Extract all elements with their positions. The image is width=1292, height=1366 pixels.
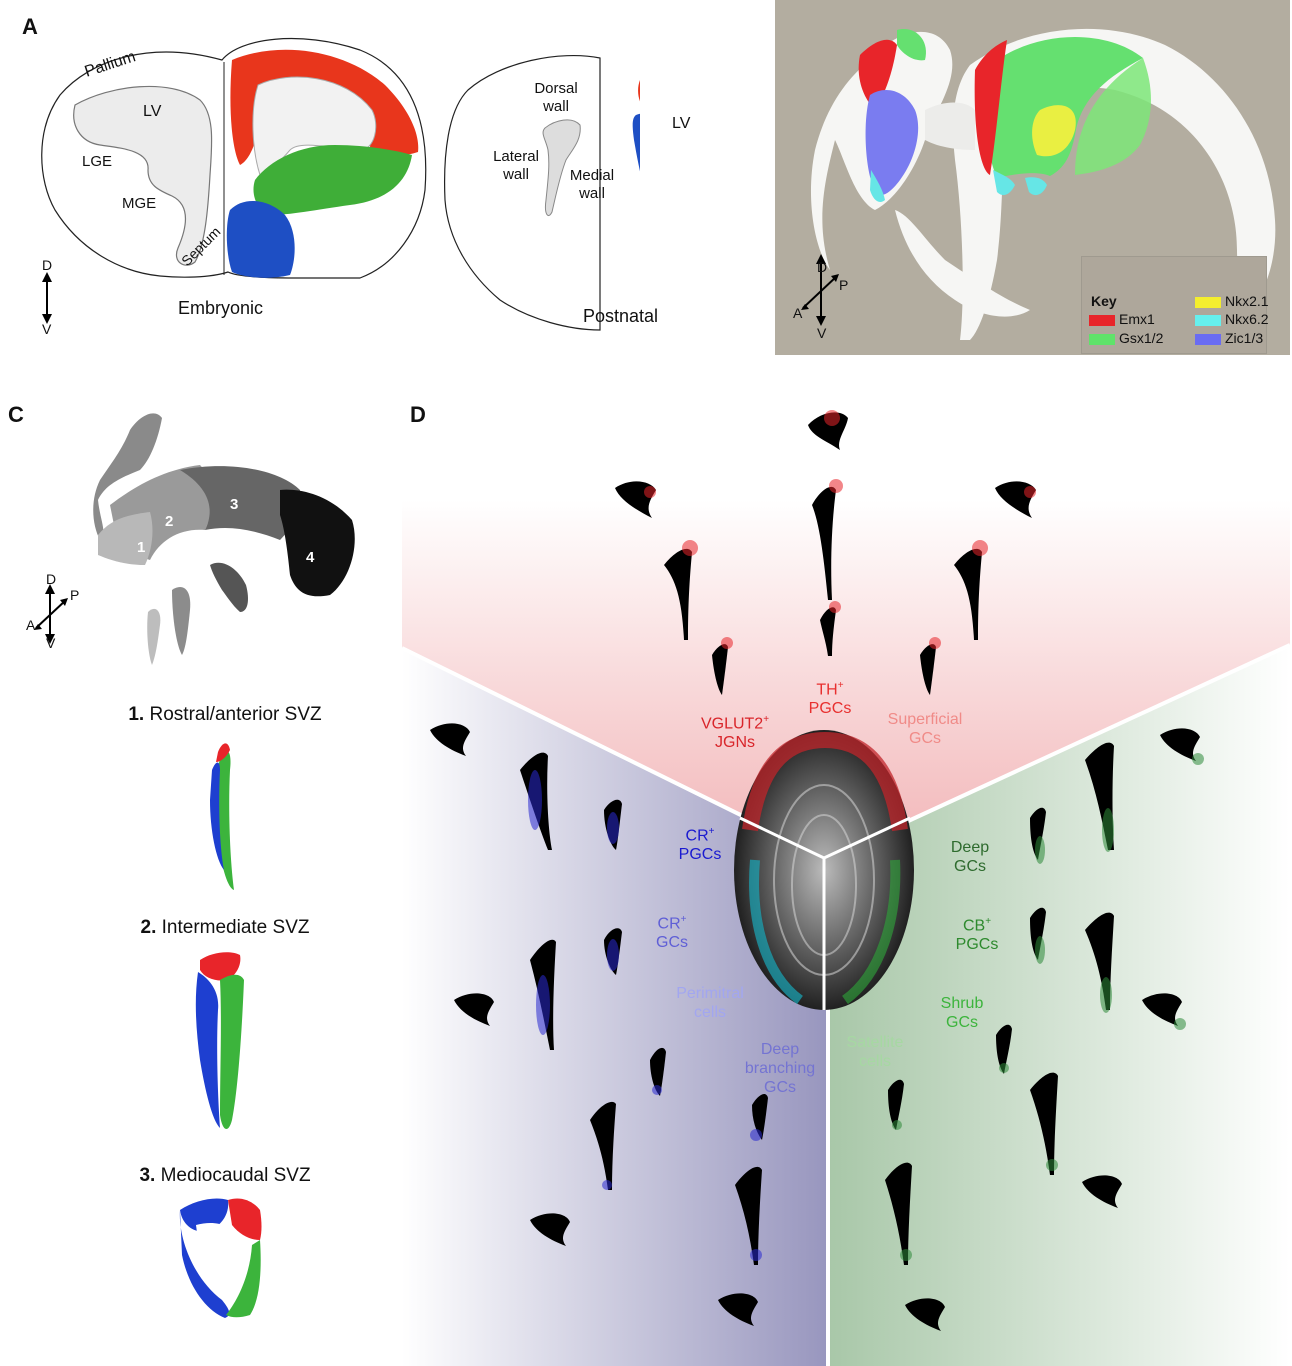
gsx-green-region — [253, 145, 412, 215]
zic-blue-region — [226, 200, 295, 278]
c-region-3 — [180, 466, 300, 540]
c1-blue — [210, 762, 224, 870]
label-vglut2-jgns: VGLUT2+ JGNs — [700, 714, 770, 752]
label-postnatal: Postnatal — [583, 306, 659, 326]
c1-green — [215, 750, 234, 890]
label-cr-gcs: CR+ GCs — [656, 914, 688, 952]
c-region-number-1: 1 — [137, 539, 146, 556]
label-dorsal-wall-1: Dorsal — [534, 80, 578, 97]
label-mge: MGE — [122, 195, 157, 212]
c-axis-a: A — [26, 617, 36, 633]
label-medial-wall-2: wall — [579, 185, 605, 202]
c-region-number-2: 2 — [165, 513, 174, 530]
label-deep-branching-gcs: Deep branching GCs — [744, 1041, 816, 1096]
c3-red — [228, 1198, 262, 1240]
b-axis-v: V — [817, 325, 827, 341]
b-axis-a: A — [793, 305, 803, 321]
legend-swatch-emx1 — [1089, 314, 1115, 326]
c-slice-3 — [210, 562, 248, 612]
c2-blue — [195, 972, 220, 1128]
legend-item-nkx62: Nkx6.2 — [1195, 311, 1269, 327]
neurons-red — [615, 412, 1036, 695]
c-region-number-4: 4 — [306, 549, 315, 566]
postnatal-blue-lateral — [632, 113, 640, 172]
legend-item-gsx: Gsx1/2 — [1089, 330, 1163, 346]
c-region-left-upper — [93, 413, 162, 540]
legend-item-zic: Zic1/3 — [1195, 330, 1263, 346]
legend-item-emx1: Emx1 — [1089, 311, 1155, 327]
c1-red — [216, 743, 230, 762]
legend-item-nkx21: Nkx2.1 — [1195, 293, 1269, 309]
c3-blue — [179, 1210, 230, 1318]
label-lv-postnatal: LV — [672, 115, 691, 132]
b-axis-p: P — [839, 277, 849, 293]
c-section-title-2: 2. Intermediate SVZ — [140, 917, 310, 938]
legend-swatch-nkx62 — [1195, 314, 1221, 326]
label-lateral-wall-1: Lateral — [493, 148, 539, 165]
panel-c-letter: C — [8, 402, 24, 427]
label-dorsal-wall-2: wall — [543, 98, 569, 115]
panel-a-letter: A — [22, 14, 38, 39]
panel-a-diagram — [41, 37, 640, 331]
legend-swatch-gsx — [1089, 333, 1115, 345]
c-axis-d: D — [46, 571, 57, 587]
c-section-title-3: 3. Mediocaudal SVZ — [139, 1165, 311, 1186]
c-axis-p: P — [70, 587, 80, 603]
label-shrub-gcs: Shrub GCs — [940, 995, 984, 1031]
c-slice-2 — [172, 587, 191, 655]
nkx21-yellow-3d — [1032, 105, 1076, 157]
label-deep-gcs: Deep GCs — [950, 839, 990, 875]
c-region-4 — [280, 489, 355, 597]
legend-title: Key — [1091, 293, 1117, 309]
c-section-title-1: 1. Rostral/anterior SVZ — [128, 704, 322, 725]
sector-green — [828, 645, 1290, 1366]
label-cb-pgcs: CB+ PGCs — [955, 916, 999, 954]
axis-d-label: D — [42, 257, 53, 273]
postnatal-red-dorsal — [638, 80, 640, 102]
panel-b-background: D P A V Key Emx1 Gsx1/2 Nkx2.1 Nkx6.2 Zi… — [775, 0, 1290, 355]
emx1-red-3d — [974, 40, 1007, 175]
legend-swatch-zic — [1195, 333, 1221, 345]
label-lateral-wall-2: wall — [503, 166, 529, 183]
c2-green — [220, 974, 244, 1130]
panel-d-letter: D — [410, 402, 426, 427]
label-th-pgcs: TH+ PGCs — [808, 680, 852, 718]
zic-blue-3d — [865, 90, 919, 195]
c3-green — [226, 1240, 261, 1318]
label-lge: LGE — [82, 153, 113, 170]
b-axis-d: D — [817, 259, 828, 275]
axis-v-label: V — [42, 321, 52, 337]
c-region-number-3: 3 — [230, 496, 239, 513]
c-region-1 — [98, 512, 153, 565]
emx1-red-left — [858, 39, 897, 110]
postnatal-ventricle-small — [542, 119, 581, 216]
panel-c-diagram — [34, 413, 355, 1318]
label-cr-pgcs: CR+ PGCs — [678, 826, 722, 864]
legend-swatch-nkx21 — [1195, 296, 1221, 308]
c-axis-v: V — [46, 635, 56, 651]
sector-blue — [402, 648, 828, 1366]
svz-arch-shape — [953, 28, 1276, 341]
label-embryonic: Embryonic — [178, 298, 264, 318]
panel-b-3d-model — [801, 28, 1276, 341]
c-slice-1 — [147, 608, 161, 665]
label-superficial-gcs: Superficial GCs — [887, 711, 963, 747]
label-satellite-cells: Satellite cells — [846, 1034, 904, 1070]
label-perimitral-cells: Perimitral cells — [676, 985, 744, 1021]
lateral-ventricle-shape — [73, 85, 213, 266]
label-medial-wall-1: Medial — [569, 167, 615, 184]
c2-red — [200, 952, 241, 981]
sector-red — [402, 500, 1290, 858]
label-lv: LV — [143, 103, 162, 120]
